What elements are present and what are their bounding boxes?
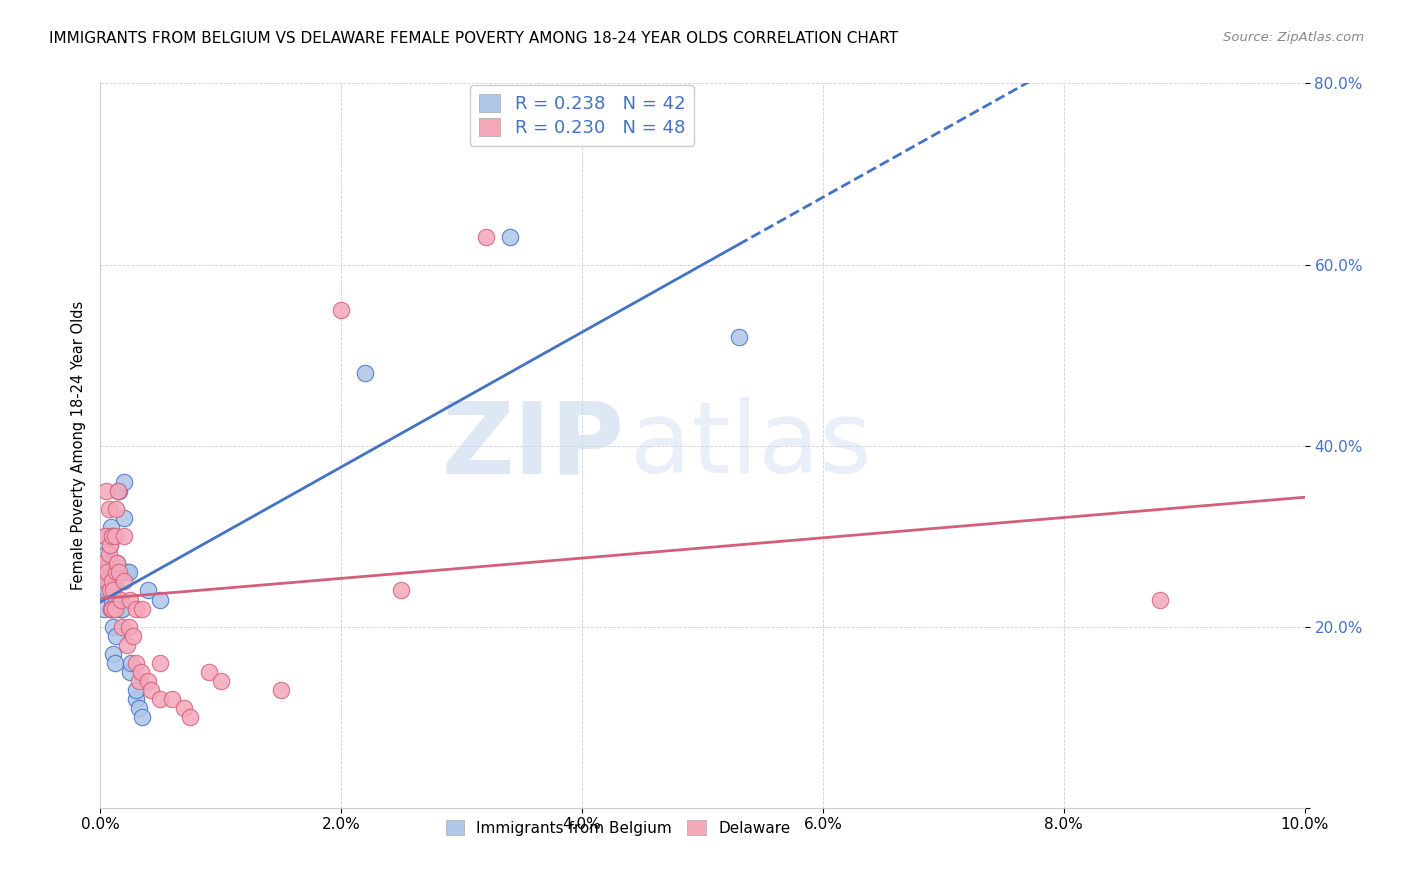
Point <box>120 665 142 679</box>
Point <box>101 529 124 543</box>
Point <box>100 601 122 615</box>
Point <box>103 574 125 589</box>
Point <box>149 656 172 670</box>
Point <box>100 520 122 534</box>
Point <box>96 566 118 580</box>
Point <box>98 583 121 598</box>
Point <box>97 502 120 516</box>
Y-axis label: Female Poverty Among 18-24 Year Olds: Female Poverty Among 18-24 Year Olds <box>72 301 86 591</box>
Text: ZIP: ZIP <box>441 397 624 494</box>
Point <box>131 601 153 615</box>
Point <box>105 556 128 570</box>
Point <box>108 566 131 580</box>
Point <box>270 683 292 698</box>
Point <box>149 592 172 607</box>
Point <box>129 665 152 679</box>
Point <box>104 502 127 516</box>
Point <box>120 656 142 670</box>
Point <box>101 566 124 580</box>
Text: IMMIGRANTS FROM BELGIUM VS DELAWARE FEMALE POVERTY AMONG 18-24 YEAR OLDS CORRELA: IMMIGRANTS FROM BELGIUM VS DELAWARE FEMA… <box>49 31 898 46</box>
Point <box>498 230 520 244</box>
Point <box>727 330 749 344</box>
Point <box>103 601 125 615</box>
Point <box>94 574 117 589</box>
Point <box>105 556 128 570</box>
Point <box>107 483 129 498</box>
Point <box>97 547 120 561</box>
Point <box>94 483 117 498</box>
Point <box>97 556 120 570</box>
Point <box>94 574 117 589</box>
Point <box>139 683 162 698</box>
Point <box>209 673 232 688</box>
Point <box>128 673 150 688</box>
Point <box>94 529 117 543</box>
Point <box>93 601 115 615</box>
Point <box>354 366 377 380</box>
Point <box>101 574 124 589</box>
Point <box>101 592 124 607</box>
Point <box>112 529 135 543</box>
Point <box>110 601 132 615</box>
Point <box>162 692 184 706</box>
Point <box>112 475 135 489</box>
Point <box>94 529 117 543</box>
Point <box>98 583 121 598</box>
Text: atlas: atlas <box>630 397 872 494</box>
Text: Source: ZipAtlas.com: Source: ZipAtlas.com <box>1223 31 1364 45</box>
Point <box>108 483 131 498</box>
Point <box>104 592 127 607</box>
Point <box>93 566 115 580</box>
Point <box>120 592 142 607</box>
Point <box>112 511 135 525</box>
Point <box>104 566 127 580</box>
Point <box>136 583 159 598</box>
Point <box>101 529 124 543</box>
Legend: Immigrants from Belgium, Delaware: Immigrants from Belgium, Delaware <box>439 813 799 844</box>
Point <box>474 230 496 244</box>
Point <box>93 556 115 570</box>
Point <box>389 583 412 598</box>
Point <box>121 629 143 643</box>
Point <box>115 638 138 652</box>
Point <box>330 302 353 317</box>
Point <box>97 574 120 589</box>
Point <box>94 547 117 561</box>
Point <box>125 656 148 670</box>
Point <box>103 583 125 598</box>
Point <box>103 656 125 670</box>
Point <box>197 665 219 679</box>
Point <box>101 601 124 615</box>
Point <box>103 620 125 634</box>
Point <box>105 601 128 615</box>
Point <box>128 701 150 715</box>
Point <box>125 692 148 706</box>
Point <box>1149 592 1171 607</box>
Point <box>103 647 125 661</box>
Point <box>136 673 159 688</box>
Point <box>100 601 122 615</box>
Point <box>131 710 153 724</box>
Point <box>125 601 148 615</box>
Point <box>179 710 201 724</box>
Point <box>111 620 134 634</box>
Point <box>115 566 138 580</box>
Point <box>125 683 148 698</box>
Point <box>118 566 141 580</box>
Point <box>110 592 132 607</box>
Point <box>112 574 135 589</box>
Point <box>98 538 121 552</box>
Point <box>104 629 127 643</box>
Point <box>107 483 129 498</box>
Point <box>98 538 121 552</box>
Point <box>96 583 118 598</box>
Point <box>149 692 172 706</box>
Point <box>111 601 134 615</box>
Point <box>173 701 195 715</box>
Point <box>103 529 125 543</box>
Point <box>118 620 141 634</box>
